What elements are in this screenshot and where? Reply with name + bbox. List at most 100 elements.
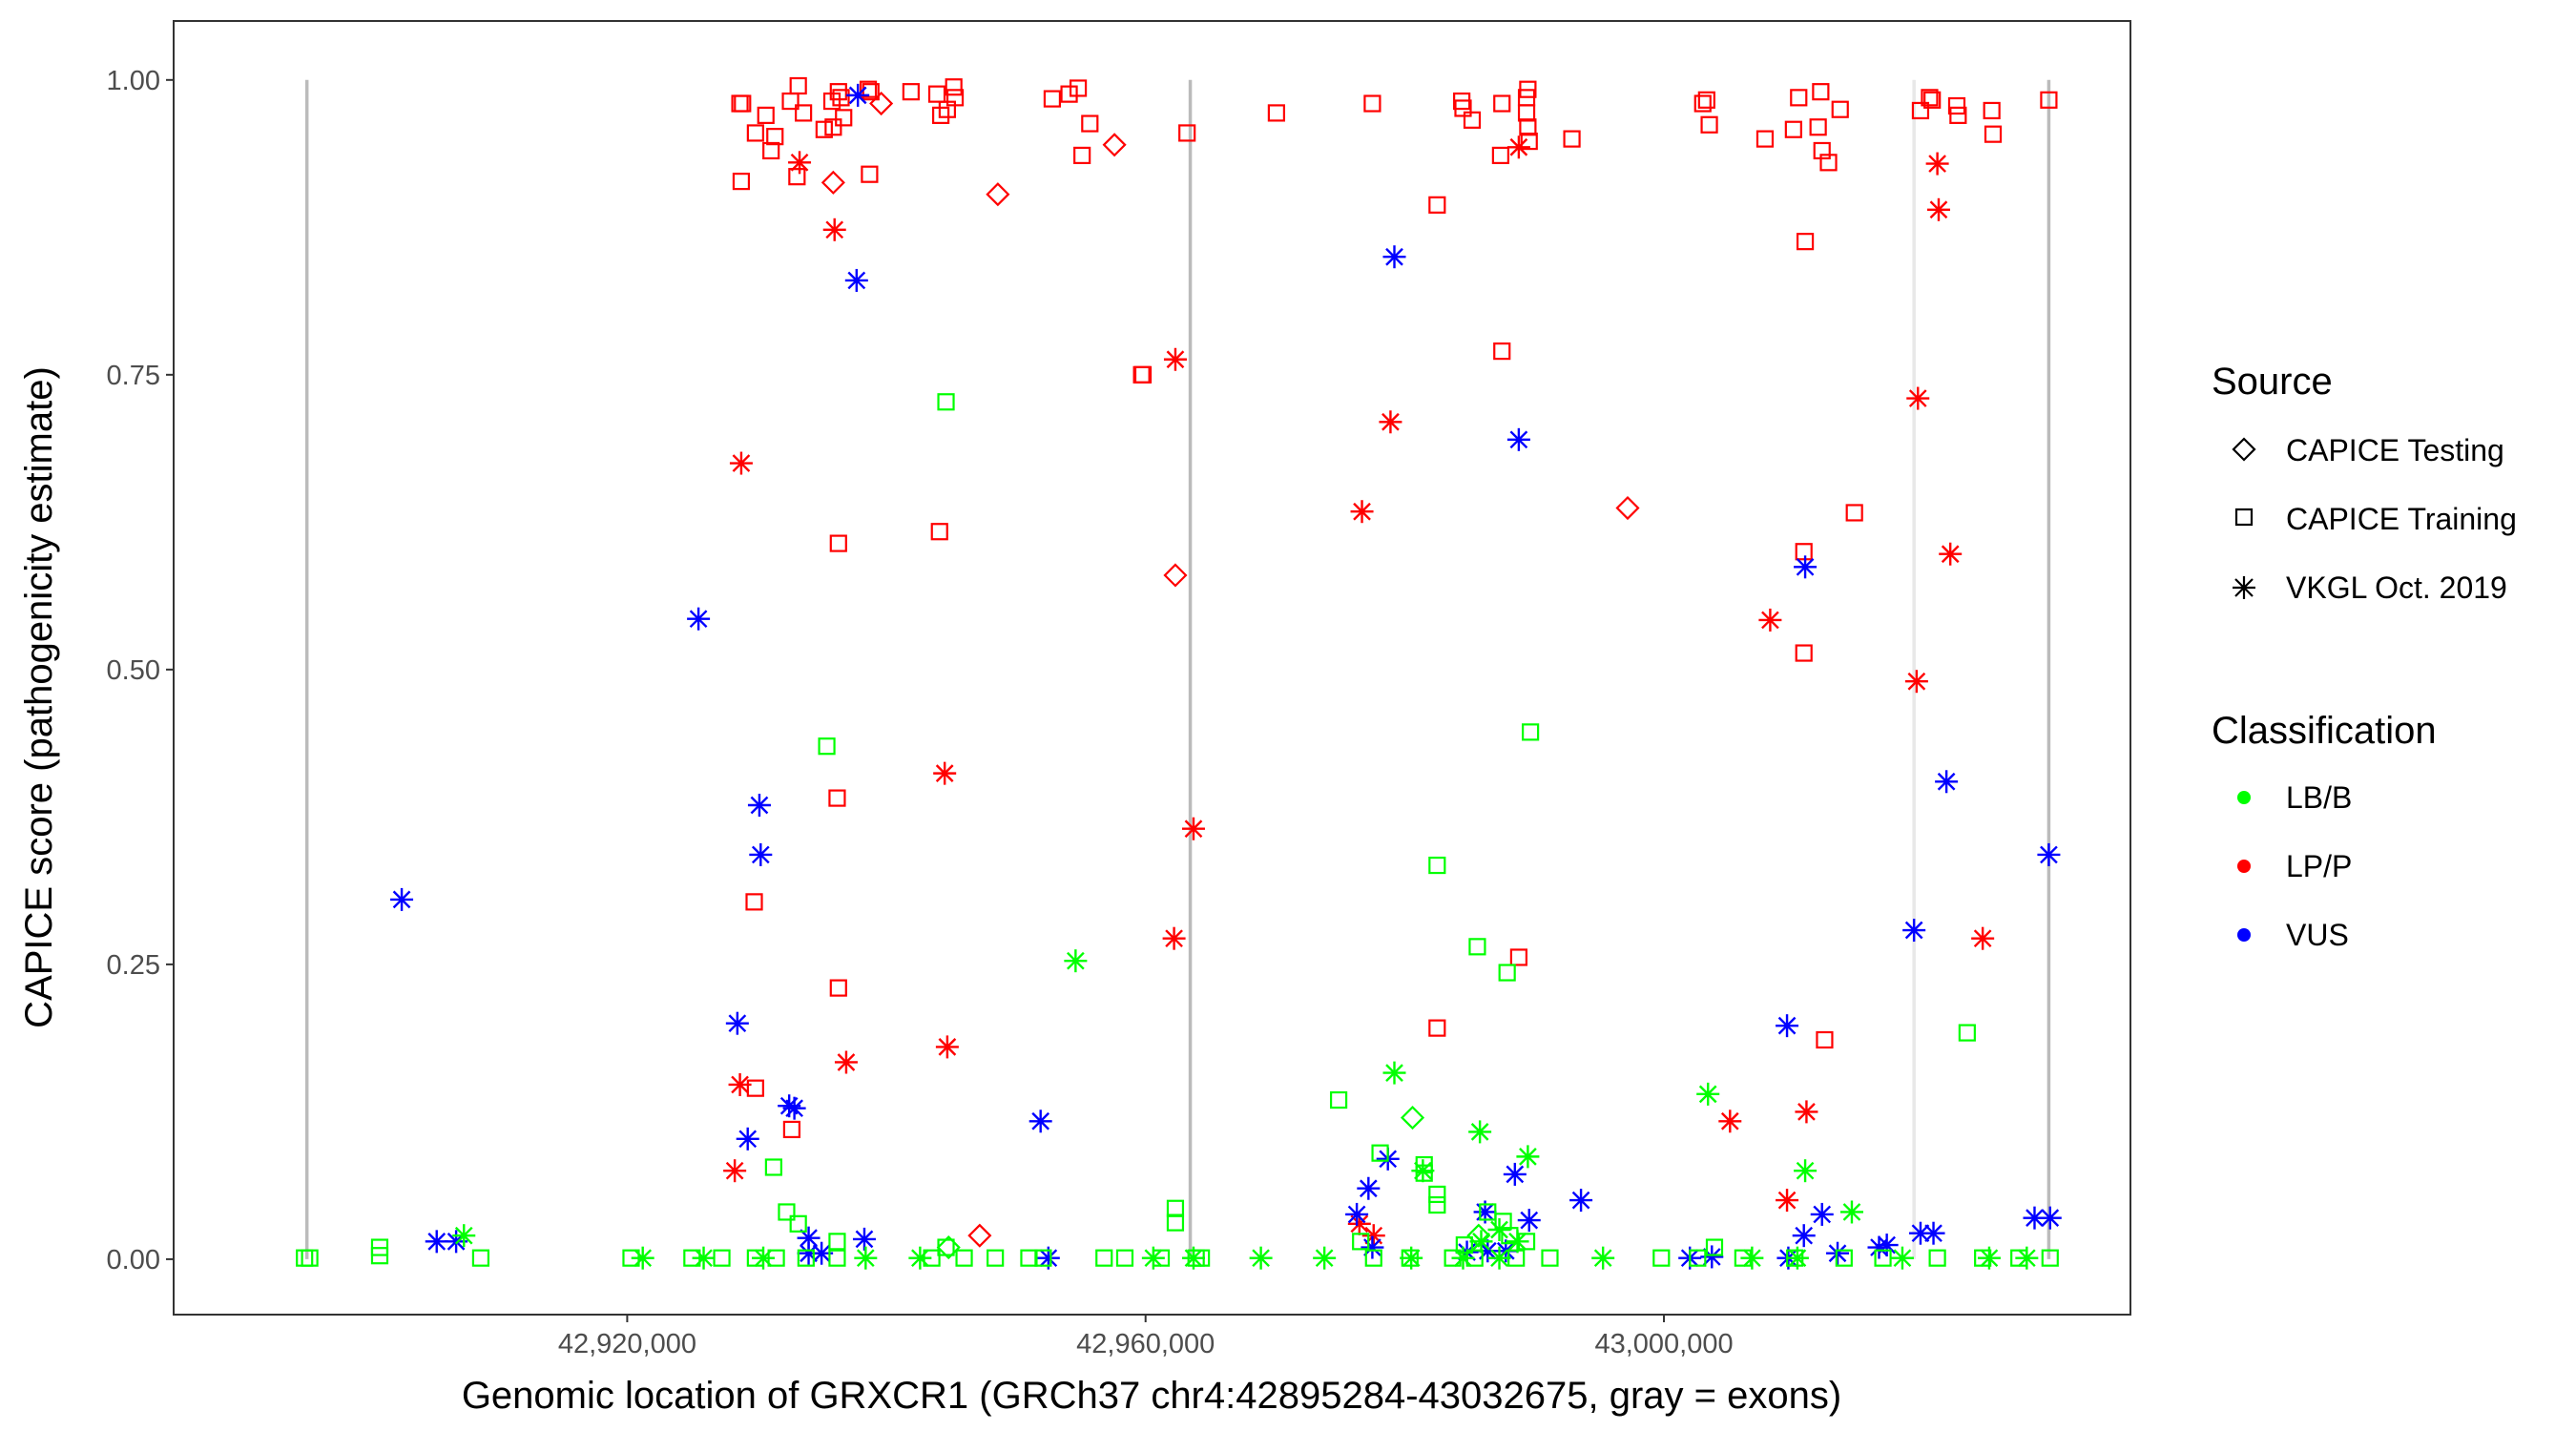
data-point (746, 124, 764, 142)
legend-lpp-dot (2237, 860, 2251, 873)
data-point (631, 1246, 654, 1270)
data-point (1350, 500, 1374, 524)
data-point (1522, 723, 1540, 741)
data-point (1509, 948, 1527, 966)
data-points (296, 76, 2062, 1270)
y-tick-label: 0.50 (107, 655, 160, 686)
data-point (1569, 1189, 1593, 1213)
data-point (745, 893, 763, 911)
data-point (789, 1214, 807, 1233)
data-point (2038, 1206, 2062, 1230)
data-point (937, 393, 955, 411)
data-point (1740, 1246, 1764, 1270)
legend-source-testing-label: CAPICE Testing (2286, 433, 2504, 467)
data-point (788, 168, 806, 186)
data-point (902, 83, 920, 101)
data-point (2037, 842, 2061, 866)
data-point (390, 887, 414, 911)
data-point (764, 1158, 782, 1176)
data-point (1034, 1249, 1052, 1267)
data-point (1249, 1246, 1273, 1270)
legend-source-training-label: CAPICE Training (2286, 502, 2517, 536)
data-point (782, 1096, 806, 1120)
data-point (1925, 152, 1949, 176)
data-point (1060, 85, 1078, 103)
y-tick-label: 0.00 (107, 1245, 160, 1275)
data-point (1267, 104, 1285, 122)
data-point (1479, 1203, 1497, 1221)
legend-source-vkgl-label: VKGL Oct. 2019 (2286, 570, 2507, 605)
data-point (1162, 926, 1186, 950)
series-lp-p-vkgl-oct-2019 (723, 135, 1995, 1248)
series-lp-p-capice-testing (821, 91, 1640, 1248)
data-point (1364, 1249, 1382, 1267)
data-point (1163, 563, 1188, 588)
data-point (1506, 135, 1530, 159)
data-point (1755, 130, 1775, 148)
data-point (1984, 125, 2003, 143)
data-point (824, 118, 842, 136)
x-axis-title: Genomic location of GRXCR1 (GRCh37 chr4:… (462, 1375, 1841, 1417)
data-point (1133, 365, 1153, 384)
data-point (1487, 1218, 1511, 1242)
data-point (1166, 1213, 1185, 1232)
data-point (1428, 1195, 1446, 1214)
legend-vus-dot (2237, 928, 2251, 942)
data-point (1517, 104, 1536, 122)
data-point (725, 1011, 749, 1035)
data-point (1115, 1249, 1134, 1267)
data-point (859, 80, 878, 98)
data-point (1835, 1249, 1853, 1267)
data-point (1718, 1110, 1742, 1133)
series-lp-p-capice-training (731, 76, 2058, 1139)
data-point (1906, 386, 1930, 410)
data-point (1451, 1246, 1475, 1270)
data-point (1102, 133, 1127, 157)
data-point (778, 1203, 796, 1221)
y-tick-label: 0.25 (107, 950, 160, 981)
data-point (1890, 1246, 1914, 1270)
data-point (1928, 1249, 1946, 1267)
data-point (1181, 817, 1205, 840)
data-point (967, 1223, 992, 1248)
data-point (425, 1230, 448, 1254)
data-point (1313, 1246, 1337, 1270)
legend-asterisk-symbol (2233, 576, 2255, 599)
y-axis-title: CAPICE score (pathogenicity estimate) (18, 366, 60, 1028)
data-point (1813, 141, 1831, 160)
data-point (815, 120, 833, 138)
x-tick-label: 42,920,000 (558, 1329, 696, 1359)
data-point (1506, 427, 1530, 451)
data-point (828, 1249, 846, 1267)
data-point (1493, 342, 1511, 361)
data-point (834, 1050, 858, 1074)
data-point (1949, 106, 1967, 124)
data-point (1809, 118, 1827, 136)
data-point (828, 1233, 846, 1251)
data-point (1487, 1246, 1511, 1270)
data-point (1329, 1090, 1348, 1110)
data-point (829, 534, 847, 552)
data-point (1652, 1249, 1671, 1267)
data-point (723, 1159, 747, 1183)
legend-lbb-dot (2237, 791, 2251, 804)
data-point (955, 1249, 973, 1267)
data-point (732, 173, 751, 191)
series-lb-b-capice-testing (936, 1106, 1491, 1260)
data-point (1352, 1233, 1370, 1251)
data-point (821, 170, 845, 195)
data-point (854, 1246, 878, 1270)
data-point (852, 1227, 876, 1251)
plot-area (166, 20, 2131, 1322)
data-point (1819, 154, 1838, 172)
data-point (835, 109, 853, 127)
data-point (1455, 1235, 1473, 1255)
data-point (1081, 114, 1099, 133)
data-point (828, 789, 846, 807)
legend-class-vus: VUS (2237, 918, 2349, 952)
legend-class-lpp-label: LP/P (2286, 849, 2352, 883)
data-point (861, 165, 879, 183)
legend-classification-title: Classification (2212, 710, 2437, 752)
legend-source-testing: CAPICE Testing (2232, 433, 2504, 467)
legend: Source CAPICE Testing CAPICE Training VK… (2212, 361, 2517, 952)
